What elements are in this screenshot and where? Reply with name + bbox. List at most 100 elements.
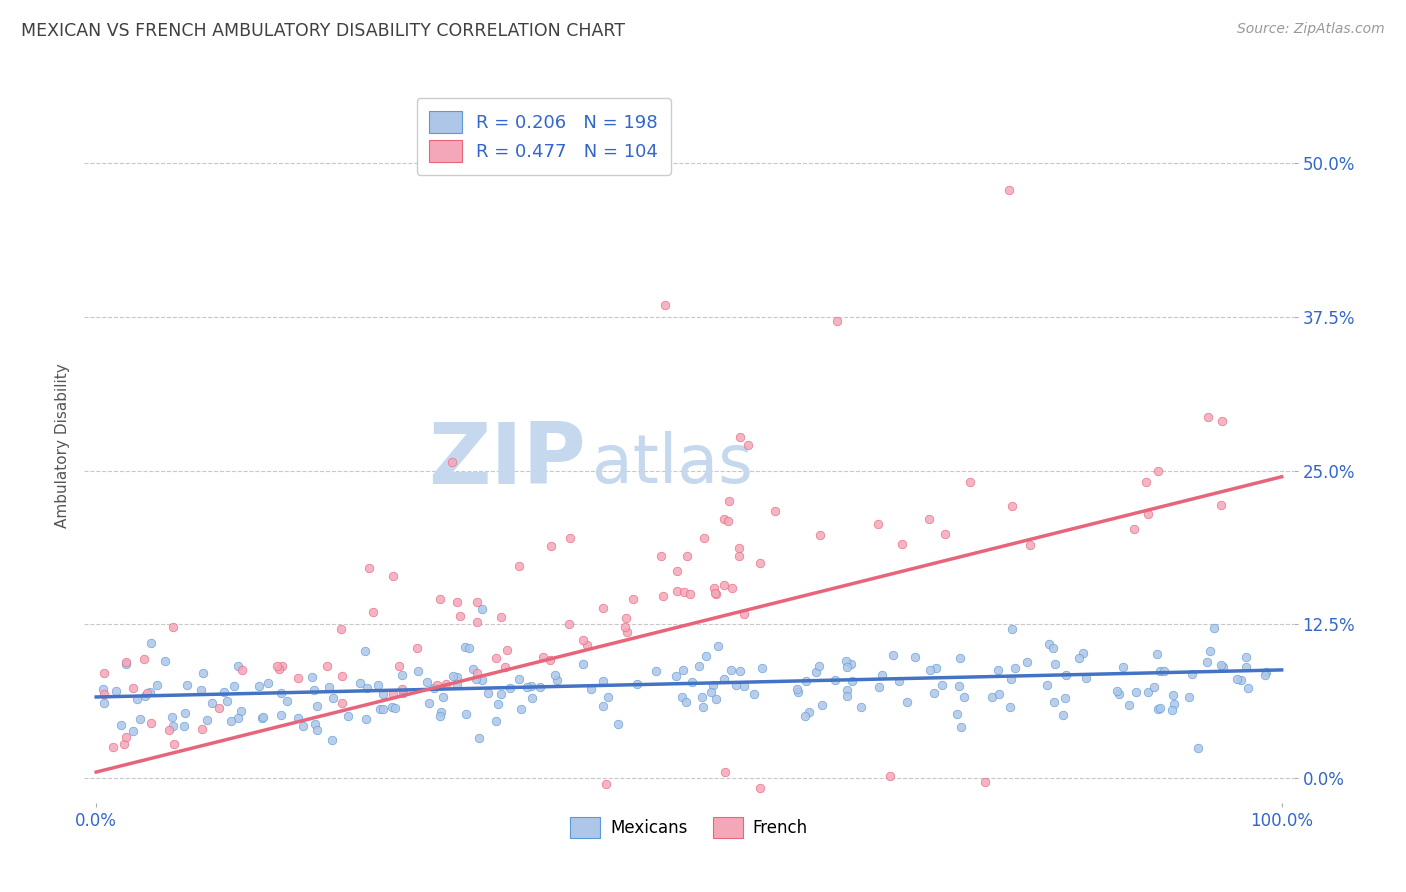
Point — [728, 541, 751, 556]
Point — [270, 708, 292, 723]
Point — [252, 710, 274, 724]
Point — [693, 531, 716, 545]
Point — [576, 638, 599, 652]
Point — [226, 711, 249, 725]
Point — [616, 625, 638, 640]
Point — [558, 616, 581, 631]
Point — [810, 698, 832, 713]
Point — [700, 685, 723, 699]
Point — [1036, 678, 1059, 692]
Point — [889, 674, 911, 689]
Point — [713, 672, 735, 686]
Point — [304, 717, 326, 731]
Point — [1136, 507, 1159, 521]
Point — [988, 687, 1011, 701]
Point — [373, 687, 395, 701]
Point — [173, 706, 195, 720]
Point — [434, 677, 457, 691]
Point — [841, 673, 863, 688]
Point — [728, 430, 751, 444]
Point — [162, 719, 184, 733]
Point — [489, 610, 512, 624]
Point — [454, 640, 477, 655]
Point — [540, 539, 562, 553]
Point — [494, 660, 516, 674]
Point — [212, 685, 235, 699]
Point — [329, 622, 352, 636]
Point — [1253, 667, 1275, 681]
Point — [153, 654, 176, 668]
Point — [465, 673, 488, 687]
Point — [495, 642, 517, 657]
Point — [980, 690, 1002, 704]
Point — [330, 669, 353, 683]
Point — [1161, 688, 1184, 702]
Point — [728, 664, 751, 678]
Point — [665, 669, 688, 683]
Point — [749, 556, 772, 570]
Point — [477, 686, 499, 700]
Point — [720, 663, 742, 677]
Point — [998, 183, 1021, 197]
Point — [704, 587, 727, 601]
Point — [134, 651, 156, 665]
Point — [215, 694, 238, 708]
Point — [1067, 650, 1090, 665]
Point — [382, 687, 405, 701]
Point — [728, 549, 751, 563]
Point — [368, 702, 391, 716]
Point — [688, 658, 710, 673]
Point — [1019, 538, 1042, 552]
Point — [713, 765, 735, 780]
Point — [291, 719, 314, 733]
Point — [307, 723, 329, 738]
Point — [946, 707, 969, 722]
Point — [987, 663, 1010, 677]
Point — [1181, 667, 1204, 681]
Point — [1000, 499, 1022, 513]
Point — [139, 716, 162, 731]
Point — [1136, 684, 1159, 698]
Point — [391, 668, 413, 682]
Point — [751, 661, 773, 675]
Point — [949, 650, 972, 665]
Point — [703, 581, 725, 595]
Point — [426, 678, 449, 692]
Point — [1234, 650, 1257, 665]
Point — [392, 685, 415, 699]
Point — [193, 665, 215, 680]
Point — [114, 655, 136, 669]
Point — [499, 681, 522, 696]
Point — [692, 699, 714, 714]
Point — [115, 657, 138, 672]
Point — [1209, 498, 1232, 512]
Point — [468, 731, 491, 745]
Point — [904, 650, 927, 665]
Point — [134, 689, 156, 703]
Point — [266, 659, 288, 673]
Point — [896, 695, 918, 709]
Point — [270, 686, 292, 700]
Point — [226, 658, 249, 673]
Point — [870, 668, 893, 682]
Point — [931, 678, 953, 692]
Point — [1230, 673, 1253, 687]
Point — [430, 705, 453, 719]
Point — [465, 595, 488, 609]
Point — [713, 577, 735, 591]
Text: Source: ZipAtlas.com: Source: ZipAtlas.com — [1237, 22, 1385, 37]
Point — [356, 681, 378, 695]
Point — [93, 665, 115, 680]
Point — [1237, 681, 1260, 696]
Point — [614, 611, 637, 625]
Point — [724, 678, 747, 692]
Point — [707, 639, 730, 653]
Point — [489, 687, 512, 701]
Point — [446, 595, 468, 609]
Point — [423, 681, 446, 695]
Point — [315, 659, 337, 673]
Point — [91, 681, 114, 696]
Point — [807, 658, 830, 673]
Point — [353, 644, 375, 658]
Point — [1118, 698, 1140, 713]
